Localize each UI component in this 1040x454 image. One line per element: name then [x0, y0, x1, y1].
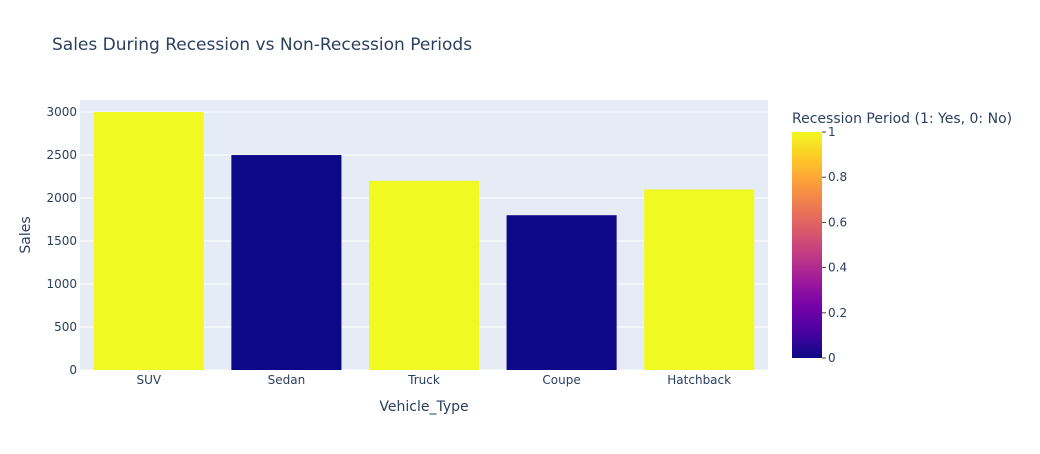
x-tick-label: SUV	[136, 373, 161, 387]
chart-title: Sales During Recession vs Non-Recession …	[52, 35, 472, 55]
colorbar-tick-label: 0.8	[828, 170, 847, 184]
colorbar-tick-label: 0.2	[828, 306, 847, 320]
colorbar-tick-label: 0.6	[828, 215, 847, 229]
y-axis-title: Sales	[18, 216, 34, 253]
bar-suv[interactable]	[93, 112, 204, 371]
bar-truck[interactable]	[368, 180, 480, 370]
colorbar-title: Recession Period (1: Yes, 0: No)	[792, 111, 1012, 127]
bars	[93, 112, 755, 371]
colorbar-tick-label: 0.4	[828, 261, 847, 275]
y-tick-label: 1000	[46, 277, 77, 291]
bar-coupe[interactable]	[506, 215, 617, 370]
y-tick-label: 500	[54, 320, 77, 334]
y-tick-label: 2500	[46, 148, 77, 162]
colorbar-tick-label: 1	[828, 125, 836, 139]
bar-hatchback[interactable]	[644, 189, 755, 370]
x-tick-label: Sedan	[268, 373, 306, 387]
bar-sedan[interactable]	[231, 155, 342, 370]
y-tick-label: 2000	[46, 191, 77, 205]
y-axis-ticks: 0 500 1000 1500 2000 2500 3000	[46, 105, 77, 377]
y-tick-label: 1500	[46, 234, 77, 248]
x-axis-title: Vehicle_Type	[379, 399, 468, 415]
colorbar-tick-label: 0	[828, 351, 836, 365]
x-tick-label: Truck	[407, 373, 440, 387]
colorbar-ticks: 0 0.2 0.4 0.6 0.8 1	[822, 125, 847, 365]
y-tick-label: 0	[69, 363, 77, 377]
x-axis-ticks: SUV Sedan Truck Coupe Hatchback	[136, 373, 731, 387]
x-tick-label: Coupe	[542, 373, 580, 387]
colorbar	[792, 132, 822, 358]
y-tick-label: 3000	[46, 105, 77, 119]
x-tick-label: Hatchback	[667, 373, 731, 387]
